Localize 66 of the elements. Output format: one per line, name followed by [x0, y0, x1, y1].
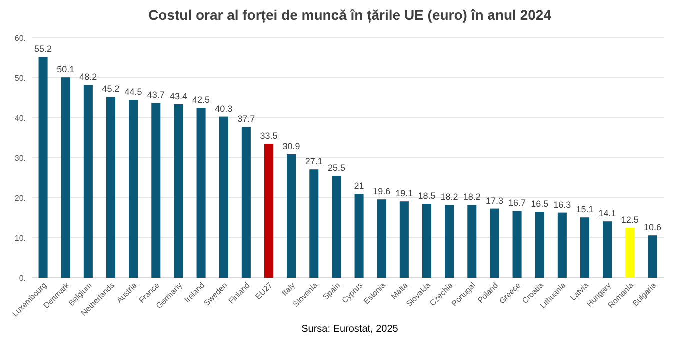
data-label: 43.7 — [147, 90, 165, 100]
data-label: 17.3 — [486, 196, 504, 206]
bar — [196, 108, 206, 278]
bar — [558, 212, 567, 278]
data-label: 25.5 — [328, 163, 346, 173]
y-tick-label: 20. — [14, 194, 26, 203]
data-label: 18.2 — [463, 192, 481, 202]
bar — [626, 228, 635, 278]
y-tick-label: 60. — [14, 34, 26, 43]
data-label: 10.6 — [644, 222, 662, 233]
data-label: 33.5 — [260, 131, 278, 141]
data-label: 21 — [354, 181, 364, 191]
text: Sursa: Eurostat, 2025 — [302, 324, 399, 335]
y-tick-label: 30. — [14, 154, 26, 163]
data-label: 37.7 — [238, 114, 256, 124]
data-label: 19.1 — [396, 188, 414, 199]
chart-title: Costul orar al forței de muncă în țările UE (euro) în anul 2024 — [148, 7, 552, 24]
y-tick-label: 40. — [14, 114, 26, 123]
bar — [535, 212, 544, 278]
bar — [264, 144, 274, 278]
y-tick-label: 0. — [19, 274, 26, 283]
y-tick-label: 10. — [14, 234, 26, 243]
bar — [310, 170, 319, 278]
bar — [242, 127, 251, 278]
data-label: 19.6 — [373, 186, 391, 197]
data-label: 30.9 — [282, 141, 300, 152]
bar — [580, 218, 590, 278]
data-label: 16.5 — [531, 199, 549, 209]
bar — [332, 176, 342, 278]
bar — [84, 85, 93, 278]
data-label: 18.5 — [418, 191, 436, 201]
data-label: 14.1 — [598, 208, 616, 219]
bar — [490, 208, 500, 278]
bar — [219, 116, 228, 278]
bar — [400, 202, 409, 278]
data-label: 43.4 — [170, 91, 188, 102]
data-label: 45.2 — [102, 84, 120, 94]
data-label: 42.5 — [192, 95, 210, 105]
data-label: 40.3 — [215, 104, 233, 114]
data-label: 18.2 — [440, 192, 458, 202]
bar — [38, 57, 48, 278]
data-label: 48.2 — [80, 72, 98, 82]
bar — [468, 205, 477, 278]
data-label: 55.2 — [34, 44, 52, 54]
bar — [287, 154, 296, 278]
bar — [422, 204, 432, 278]
y-tick-label: 50. — [14, 74, 26, 83]
x-tick-label: Italy — [280, 281, 297, 298]
data-label: 16.7 — [508, 198, 526, 208]
data-label: 15.1 — [576, 204, 594, 215]
bar — [152, 103, 161, 278]
bar — [61, 78, 70, 278]
bar — [512, 211, 522, 278]
bar — [106, 97, 116, 278]
bar — [445, 205, 454, 278]
data-label: 50.1 — [57, 64, 75, 75]
data-label: 12.5 — [621, 215, 639, 225]
bar — [603, 222, 612, 278]
bar — [377, 200, 386, 278]
bar — [354, 194, 364, 278]
data-label: 16.3 — [554, 200, 572, 210]
bar — [648, 236, 658, 278]
bar — [129, 100, 138, 278]
data-label: 27.1 — [305, 156, 323, 167]
data-label: 44.5 — [124, 87, 142, 97]
bar — [174, 104, 184, 278]
